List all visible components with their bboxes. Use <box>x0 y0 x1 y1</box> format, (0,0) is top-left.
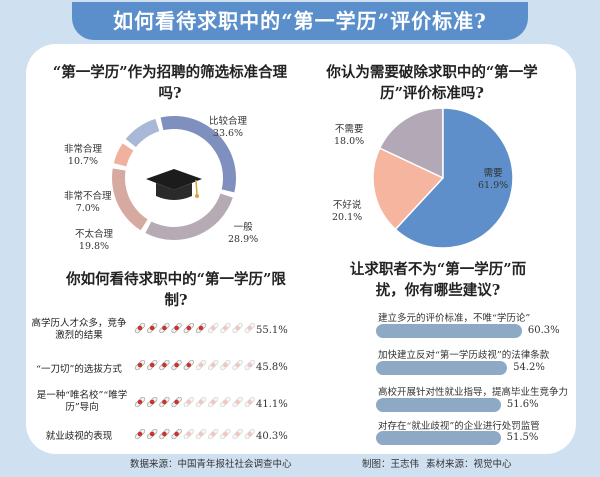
diploma-icon <box>220 396 231 408</box>
diploma-icon <box>195 396 207 408</box>
donut-slice-4 <box>125 118 160 148</box>
bar-value-3: 51.5% <box>506 432 539 443</box>
pie-slice-0 <box>394 107 514 249</box>
diploma-icon <box>220 428 231 440</box>
diploma-icon <box>244 396 255 408</box>
pie-slice-1 <box>372 147 445 231</box>
pictograph-value-2: 41.1% <box>256 399 288 410</box>
diploma-icon <box>208 359 219 371</box>
pictograph-chart-title: 你如何看待求职中的“第一学历”限制? <box>66 271 286 309</box>
diploma-icon <box>171 428 182 440</box>
pie-label-1: 不好说 20.1% <box>332 200 363 223</box>
donut-label-1: 一般 28.9% <box>228 222 259 245</box>
diploma-icon <box>183 359 194 371</box>
donut-label-0: 比较合理 33.6% <box>209 116 248 139</box>
diploma-icon <box>195 322 207 334</box>
bar-2 <box>376 398 501 412</box>
diploma-icon <box>208 428 219 440</box>
bar-value-0: 60.3% <box>527 325 560 336</box>
bar-value-2: 51.6% <box>506 399 539 410</box>
diploma-icon <box>171 322 182 334</box>
diploma-icon <box>208 322 219 334</box>
bar-category-2: 高校开展针对性就业指导，提高毕业生竞争力 <box>378 387 569 398</box>
diploma-icon <box>159 428 170 440</box>
pictograph-value-1: 45.8% <box>256 362 288 373</box>
diploma-icon <box>208 396 219 408</box>
pictograph-value-3: 40.3% <box>256 431 288 442</box>
diploma-icon <box>147 359 158 371</box>
bar-1 <box>376 361 508 375</box>
donut-chart-title: “第一学历”作为招聘的筛选标准合理吗? <box>52 64 288 102</box>
diploma-icon <box>159 322 170 334</box>
diploma-icon <box>232 428 243 440</box>
bar-0 <box>376 324 522 338</box>
donut-slice-0 <box>160 116 236 193</box>
diploma-icon <box>195 359 207 371</box>
diploma-icon <box>244 428 255 440</box>
bar-category-1: 加快建立反对“第一学历歧视”的法律条款 <box>378 350 550 361</box>
bar-category-0: 建立多元的评价标准，不唯“学历论” <box>378 313 531 324</box>
diploma-icon <box>232 322 243 334</box>
pictograph-category-2: 是一种“唯名校”“唯学历”导向 <box>36 390 128 413</box>
diploma-icon <box>159 359 170 371</box>
pictograph-category-0: 高学历人才众多，竞争激烈的结果 <box>31 318 127 341</box>
bar-3 <box>376 431 501 445</box>
diploma-icon <box>147 396 158 408</box>
donut-label-3: 非常不合理 7.0% <box>64 191 112 214</box>
page-title: 如何看待求职中的“第一学历”评价标准? <box>72 2 528 40</box>
diploma-icon <box>244 322 255 334</box>
pie-chart-title: 你认为需要破除求职中的“第一学历”评价标准吗? <box>326 64 538 102</box>
diploma-icon <box>183 396 194 408</box>
diploma-icon <box>183 428 194 440</box>
diploma-icon <box>147 428 158 440</box>
diploma-icon <box>147 322 158 334</box>
diploma-icon <box>134 396 146 408</box>
diploma-icon <box>220 322 231 334</box>
diploma-icon <box>195 428 207 440</box>
pictograph-value-0: 55.1% <box>256 325 288 336</box>
donut-label-2: 不太合理 19.8% <box>75 229 114 252</box>
footer-editor: 制图：王志伟 <box>362 459 420 470</box>
donut-label-4: 非常合理 10.7% <box>64 144 103 167</box>
diploma-icon <box>134 322 146 334</box>
donut-slice-3 <box>113 143 134 167</box>
pie-label-2: 不需要 18.0% <box>334 124 365 147</box>
diploma-icon <box>232 359 243 371</box>
diploma-icon <box>232 396 243 408</box>
bar-value-1: 54.2% <box>513 362 545 373</box>
diploma-icon <box>159 396 170 408</box>
footer-source: 数据来源：中国青年报社社会调查中心 <box>130 459 292 470</box>
diploma-icon <box>220 359 231 371</box>
pictograph-category-1: “一刀切”的选拔方式 <box>36 364 122 375</box>
diploma-icon <box>171 396 182 408</box>
bar-chart-title: 让求职者不为“第一学历”而扰，你有哪些建议? <box>349 261 527 299</box>
diploma-icon <box>134 359 146 371</box>
pie-label-0: 需要 61.9% <box>478 168 509 191</box>
diploma-icon <box>134 428 146 440</box>
pictograph-category-3: 就业歧视的表现 <box>45 431 113 442</box>
bar-category-3: 对存在“就业歧视”的企业进行处罚监管 <box>378 421 540 432</box>
graduation-cap-icon <box>146 169 202 200</box>
donut-chart <box>111 107 514 440</box>
pie-slice-2 <box>378 107 444 180</box>
donut-slice-1 <box>145 193 233 240</box>
content-card: “第一学历”作为招聘的筛选标准合理吗? 比较合理 33.6% 一般 28.9% 不太… <box>26 44 576 454</box>
donut-slice-2 <box>111 168 148 231</box>
diploma-icon <box>183 322 194 334</box>
diploma-icon <box>171 359 182 371</box>
diploma-icon <box>244 359 255 371</box>
footer-material: 素材来源：视觉中心 <box>426 459 512 470</box>
